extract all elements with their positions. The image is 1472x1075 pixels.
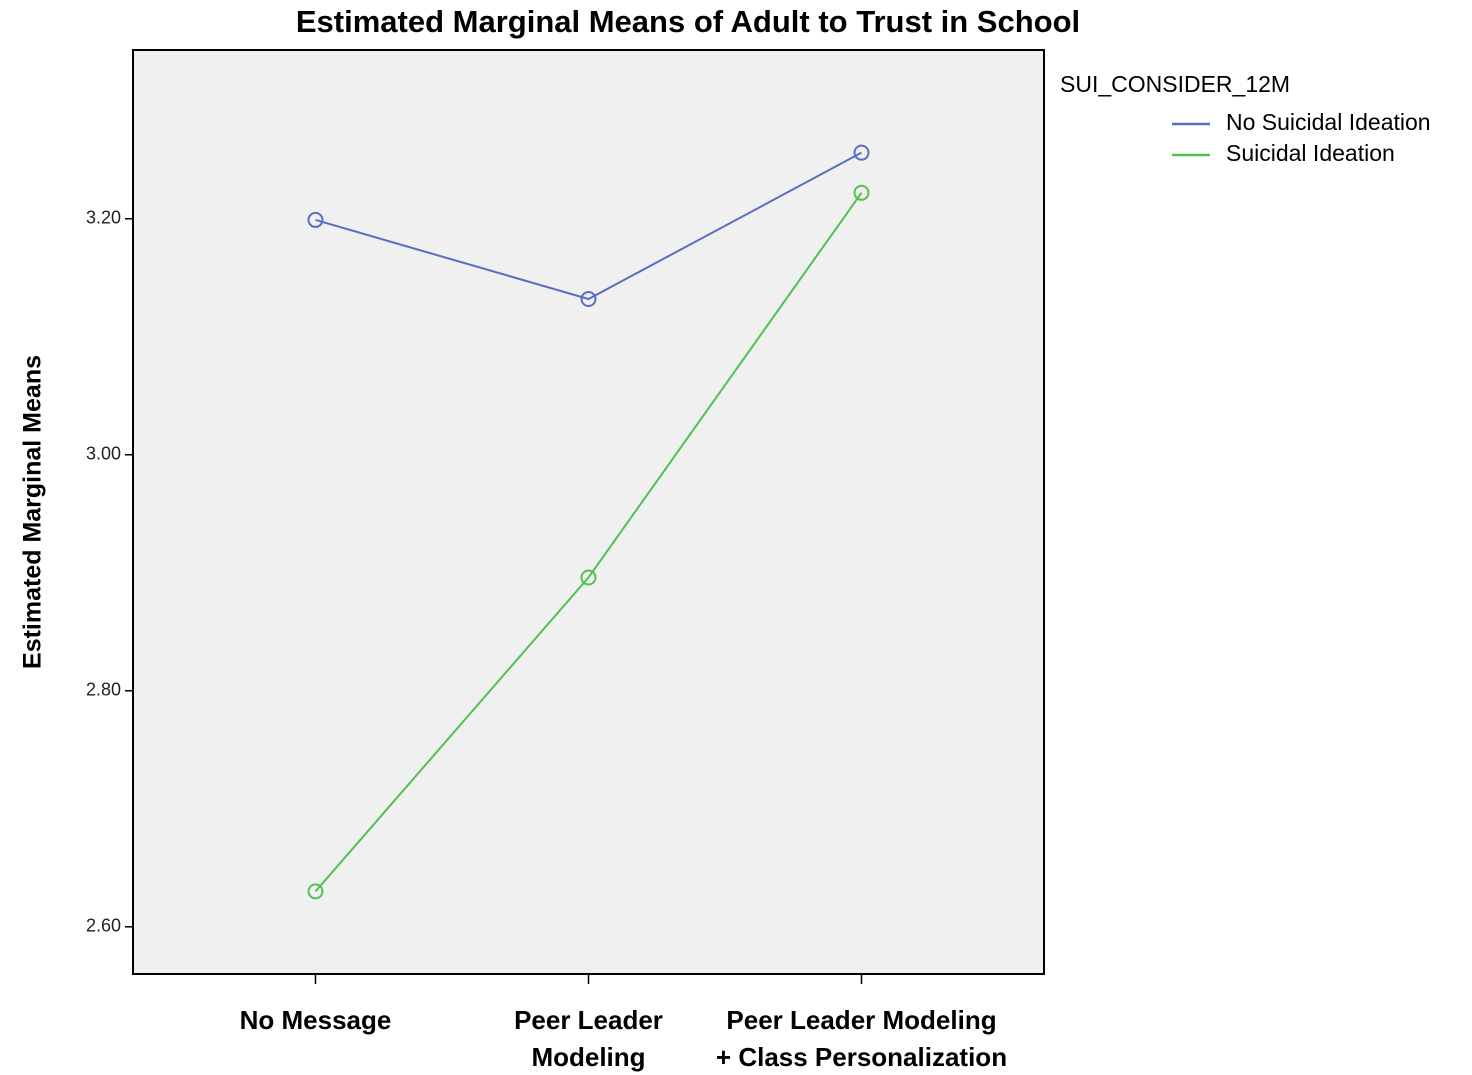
series-line (315, 151, 862, 301)
x-tick-label: Peer Leader (514, 1005, 663, 1035)
point-marker (307, 211, 324, 228)
series-line (314, 192, 863, 893)
legend-label: Suicidal Ideation (1226, 140, 1395, 166)
x-tick-label: No Message (240, 1005, 392, 1035)
point-marker (307, 883, 324, 900)
chart-title: Estimated Marginal Means of Adult to Tru… (296, 4, 1080, 39)
plot-area (132, 49, 1045, 975)
y-tick-label: 3.20 (86, 208, 121, 228)
legend-label: No Suicidal Ideation (1226, 109, 1431, 135)
point-marker (853, 184, 870, 201)
y-tick-label: 2.80 (86, 680, 121, 700)
x-tick-label: + Class Personalization (716, 1042, 1007, 1072)
point-marker (853, 144, 870, 161)
y-tick-label: 2.60 (86, 916, 121, 936)
x-tick-label: Peer Leader Modeling (726, 1005, 996, 1035)
y-tick-label: 3.00 (86, 444, 121, 464)
x-tick-label: Modeling (531, 1042, 645, 1072)
y-axis-title: Estimated Marginal Means (19, 355, 47, 669)
point-marker (580, 290, 597, 307)
point-marker (580, 569, 597, 586)
legend-title: SUI_CONSIDER_12M (1060, 71, 1290, 97)
